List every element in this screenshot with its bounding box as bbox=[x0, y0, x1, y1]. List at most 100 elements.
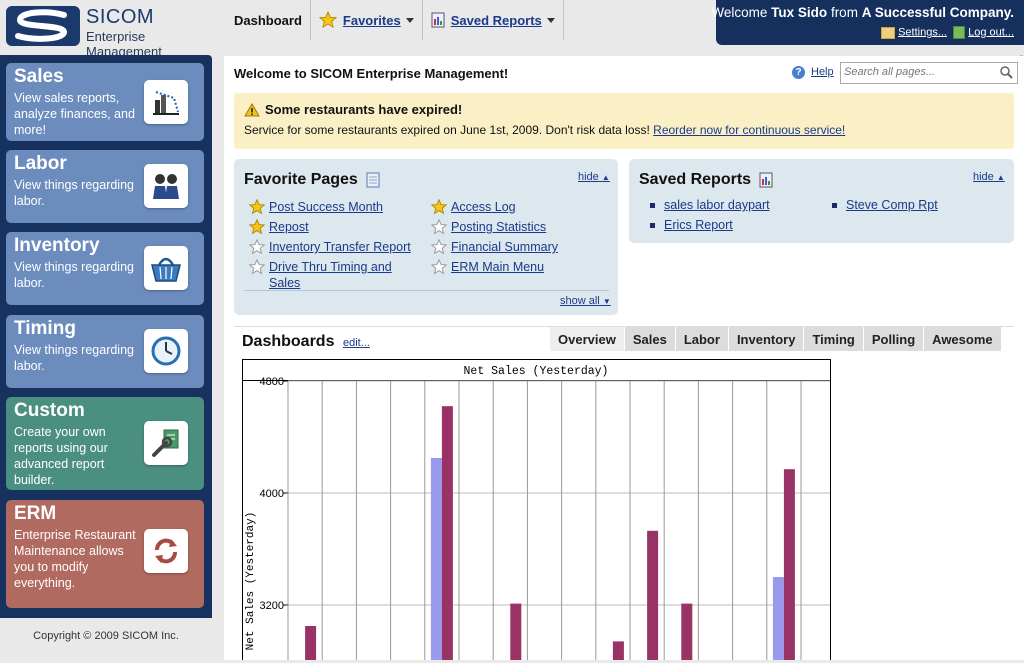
search-icon[interactable] bbox=[1000, 66, 1013, 79]
favorite-link[interactable]: Access Log bbox=[451, 200, 516, 214]
star-icon bbox=[318, 11, 337, 29]
tab-inventory[interactable]: Inventory bbox=[728, 327, 805, 351]
clock-icon bbox=[144, 329, 188, 373]
sidebar-item-desc: Create your own reports using our advanc… bbox=[14, 425, 108, 487]
favorite-item[interactable]: Inventory Transfer Report bbox=[249, 239, 424, 255]
welcome-line: Welcome Tux Sido from A Successful Compa… bbox=[711, 5, 1014, 20]
y-tick-label: 4800 bbox=[260, 376, 284, 388]
sidebar-item-custom[interactable]: Custom Create your own reports using our… bbox=[6, 397, 204, 490]
chart-title: Net Sales (Yesterday) bbox=[464, 365, 609, 378]
tab-overview[interactable]: Overview bbox=[550, 327, 625, 351]
sidebar-item-title: Timing bbox=[14, 318, 76, 339]
star-icon[interactable] bbox=[249, 259, 265, 275]
sidebar-item-desc: View sales reports, analyze finances, an… bbox=[14, 91, 135, 137]
user-name: Tux Sido bbox=[771, 5, 828, 20]
sidebar-item-inventory[interactable]: Inventory View things regarding labor. bbox=[6, 232, 204, 305]
logout-link[interactable]: Log out... bbox=[968, 26, 1014, 39]
bar-series1 bbox=[430, 458, 442, 660]
favorite-item[interactable]: Financial Summary bbox=[431, 239, 606, 255]
star-icon[interactable] bbox=[431, 219, 447, 235]
people-icon bbox=[144, 164, 188, 208]
nav-saved-reports-label: Saved Reports bbox=[450, 12, 542, 28]
tab-polling[interactable]: Polling bbox=[863, 327, 925, 351]
favorite-item[interactable]: Repost bbox=[249, 219, 424, 235]
chevron-down-icon bbox=[546, 17, 555, 23]
dashboards-header: Dashboards edit... Overview Sales Labor Inv… bbox=[234, 326, 1014, 355]
tab-labor[interactable]: Labor bbox=[675, 327, 729, 351]
settings-icon bbox=[881, 26, 896, 39]
sicom-swoosh-icon bbox=[6, 6, 80, 46]
favorite-item[interactable]: Drive Thru Timing and Sales bbox=[249, 259, 409, 291]
saved-report-link[interactable]: sales labor daypart bbox=[650, 198, 770, 212]
star-icon[interactable] bbox=[431, 199, 447, 215]
help-link[interactable]: Help bbox=[811, 66, 834, 78]
basket-icon bbox=[144, 246, 188, 290]
page-icon bbox=[366, 172, 380, 188]
bar-series2 bbox=[510, 603, 522, 660]
sales-chart-icon bbox=[144, 80, 188, 124]
saved-report-link[interactable]: Erics Report bbox=[650, 218, 733, 232]
copyright: Copyright © 2009 SICOM Inc. bbox=[33, 630, 179, 642]
favorite-link[interactable]: Repost bbox=[269, 220, 309, 234]
star-icon[interactable] bbox=[249, 239, 265, 255]
star-icon[interactable] bbox=[249, 219, 265, 235]
sidebar-item-sales[interactable]: Sales View sales reports, analyze financ… bbox=[6, 63, 204, 141]
favorite-link[interactable]: Financial Summary bbox=[451, 240, 558, 254]
favorite-link[interactable]: ERM Main Menu bbox=[451, 260, 545, 274]
sidebar-item-erm[interactable]: ERM Enterprise Restaurant Maintenance al… bbox=[6, 500, 204, 608]
dashboards-edit-link[interactable]: edit... bbox=[343, 337, 370, 349]
show-all-link[interactable]: show all ▼ bbox=[560, 295, 611, 307]
main-content: Welcome to SICOM Enterprise Management! … bbox=[224, 56, 1024, 660]
star-icon[interactable] bbox=[431, 259, 447, 275]
y-tick-label: 3200 bbox=[260, 600, 284, 612]
sidebar-item-desc: View things regarding labor. bbox=[14, 343, 134, 373]
saved-reports-title: Saved Reports bbox=[639, 171, 773, 189]
company-name: A Successful Company. bbox=[861, 5, 1014, 20]
saved-reports-panel: Saved Reports hide ▲ sales labor daypart… bbox=[629, 159, 1014, 243]
sidebar-item-desc: View things regarding labor. bbox=[14, 260, 134, 290]
page-title: Welcome to SICOM Enterprise Management! bbox=[234, 66, 509, 81]
favorite-link[interactable]: Inventory Transfer Report bbox=[269, 240, 411, 254]
favorite-link[interactable]: Posting Statistics bbox=[451, 220, 547, 234]
report-icon bbox=[431, 12, 445, 28]
tab-awesome[interactable]: Awesome bbox=[924, 327, 1002, 351]
saved-report-link[interactable]: Steve Comp Rpt bbox=[832, 198, 938, 212]
net-sales-chart: Net Sales (Yesterday)8001600240032004000… bbox=[242, 359, 834, 663]
chevron-down-icon bbox=[405, 17, 414, 23]
sidebar-item-timing[interactable]: Timing View things regarding labor. bbox=[6, 315, 204, 388]
bar-series2 bbox=[441, 406, 453, 660]
logo-title: SICOM bbox=[86, 6, 155, 28]
favorite-item[interactable]: Posting Statistics bbox=[431, 219, 606, 235]
nav-favorites[interactable]: Favorites bbox=[311, 0, 423, 40]
star-icon[interactable] bbox=[431, 239, 447, 255]
help-icon[interactable]: ? bbox=[792, 66, 805, 79]
logout-icon bbox=[953, 26, 966, 39]
favorite-link[interactable]: Post Success Month bbox=[269, 200, 383, 214]
star-icon[interactable] bbox=[249, 199, 265, 215]
favorites-title: Favorite Pages bbox=[244, 171, 380, 189]
sicom-logo[interactable]: SICOM Enterprise Management bbox=[6, 4, 216, 59]
bar-series2 bbox=[647, 530, 659, 660]
nav-saved-reports[interactable]: Saved Reports bbox=[423, 0, 564, 40]
search-box bbox=[840, 62, 1018, 84]
favorite-item[interactable]: Access Log bbox=[431, 199, 606, 215]
sidebar-item-labor[interactable]: Labor View things regarding labor. bbox=[6, 150, 204, 223]
sidebar-item-desc: View things regarding labor. bbox=[14, 178, 134, 208]
favorite-item[interactable]: Post Success Month bbox=[249, 199, 424, 215]
settings-link[interactable]: Settings... bbox=[898, 26, 947, 39]
dashboards-title: Dashboards bbox=[242, 333, 335, 350]
favorite-item[interactable]: ERM Main Menu bbox=[431, 259, 606, 275]
search-input[interactable] bbox=[841, 63, 994, 81]
tab-timing[interactable]: Timing bbox=[804, 327, 864, 351]
nav-dashboard[interactable]: Dashboard bbox=[226, 0, 311, 40]
dashboard-tabs: Overview Sales Labor Inventory Timing Polling… bbox=[550, 327, 1002, 351]
reorder-link[interactable]: Reorder now for continuous service! bbox=[653, 123, 846, 137]
user-welcome-box: Welcome Tux Sido from A Successful Compa… bbox=[711, 0, 1024, 45]
favorite-link[interactable]: Drive Thru Timing and Sales bbox=[269, 260, 392, 290]
report-icon bbox=[759, 172, 773, 188]
favorites-hide-link[interactable]: hide ▲ bbox=[578, 171, 610, 183]
sidebar-item-title: Labor bbox=[14, 153, 67, 174]
tab-sales[interactable]: Sales bbox=[624, 327, 676, 351]
alert-title: Some restaurants have expired! bbox=[244, 102, 462, 117]
saved-reports-hide-link[interactable]: hide ▲ bbox=[973, 171, 1005, 183]
